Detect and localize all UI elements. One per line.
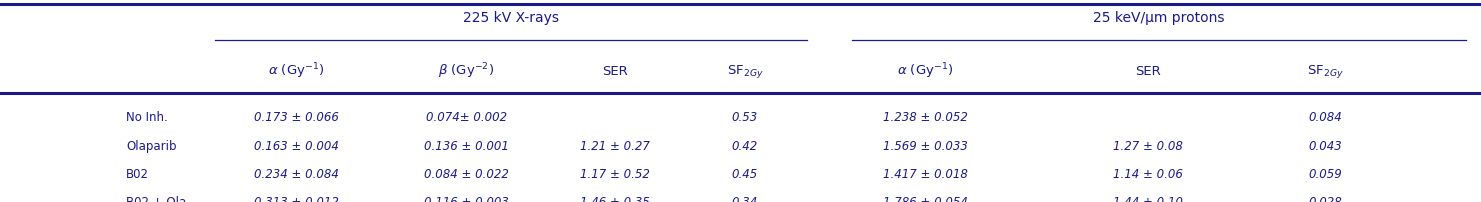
Text: No Inh.: No Inh.	[126, 111, 167, 124]
Text: 25 keV/μm protons: 25 keV/μm protons	[1093, 11, 1225, 25]
Text: 1.238 ± 0.052: 1.238 ± 0.052	[883, 111, 969, 124]
Text: 0.059: 0.059	[1309, 167, 1342, 180]
Text: 0.084 ± 0.022: 0.084 ± 0.022	[424, 167, 509, 180]
Text: 0.084: 0.084	[1309, 111, 1342, 124]
Text: $\beta$ (Gy$^{-2}$): $\beta$ (Gy$^{-2}$)	[438, 61, 495, 80]
Text: SF$_{2Gy}$: SF$_{2Gy}$	[727, 62, 763, 79]
Text: 1.14 ± 0.06: 1.14 ± 0.06	[1112, 167, 1183, 180]
Text: B02: B02	[126, 167, 150, 180]
Text: B02 + Ola.: B02 + Ola.	[126, 196, 190, 202]
Text: $\alpha$ (Gy$^{-1}$): $\alpha$ (Gy$^{-1}$)	[897, 61, 954, 80]
Text: 0.173 ± 0.066: 0.173 ± 0.066	[253, 111, 339, 124]
Text: $\alpha$ (Gy$^{-1}$): $\alpha$ (Gy$^{-1}$)	[268, 61, 324, 80]
Text: 1.21 ± 0.27: 1.21 ± 0.27	[579, 139, 650, 152]
Text: 0.34: 0.34	[732, 196, 758, 202]
Text: 0.074± 0.002: 0.074± 0.002	[427, 111, 507, 124]
Text: 1.17 ± 0.52: 1.17 ± 0.52	[579, 167, 650, 180]
Text: 0.116 ± 0.003: 0.116 ± 0.003	[424, 196, 509, 202]
Text: 0.163 ± 0.004: 0.163 ± 0.004	[253, 139, 339, 152]
Text: 0.136 ± 0.001: 0.136 ± 0.001	[424, 139, 509, 152]
Text: 0.234 ± 0.084: 0.234 ± 0.084	[253, 167, 339, 180]
Text: 1.417 ± 0.018: 1.417 ± 0.018	[883, 167, 969, 180]
Text: 0.313 ± 0.012: 0.313 ± 0.012	[253, 196, 339, 202]
Text: 0.53: 0.53	[732, 111, 758, 124]
Text: 0.043: 0.043	[1309, 139, 1342, 152]
Text: 1.46 ± 0.35: 1.46 ± 0.35	[579, 196, 650, 202]
Text: 225 kV X-rays: 225 kV X-rays	[464, 11, 558, 25]
Text: SER: SER	[1134, 64, 1161, 77]
Text: Olaparib: Olaparib	[126, 139, 176, 152]
Text: 1.44 ± 0.10: 1.44 ± 0.10	[1112, 196, 1183, 202]
Text: SF$_{2Gy}$: SF$_{2Gy}$	[1308, 62, 1343, 79]
Text: 0.45: 0.45	[732, 167, 758, 180]
Text: 1.569 ± 0.033: 1.569 ± 0.033	[883, 139, 969, 152]
Text: SER: SER	[601, 64, 628, 77]
Text: 0.028: 0.028	[1309, 196, 1342, 202]
Text: 0.42: 0.42	[732, 139, 758, 152]
Text: 1.786 ± 0.054: 1.786 ± 0.054	[883, 196, 969, 202]
Text: 1.27 ± 0.08: 1.27 ± 0.08	[1112, 139, 1183, 152]
